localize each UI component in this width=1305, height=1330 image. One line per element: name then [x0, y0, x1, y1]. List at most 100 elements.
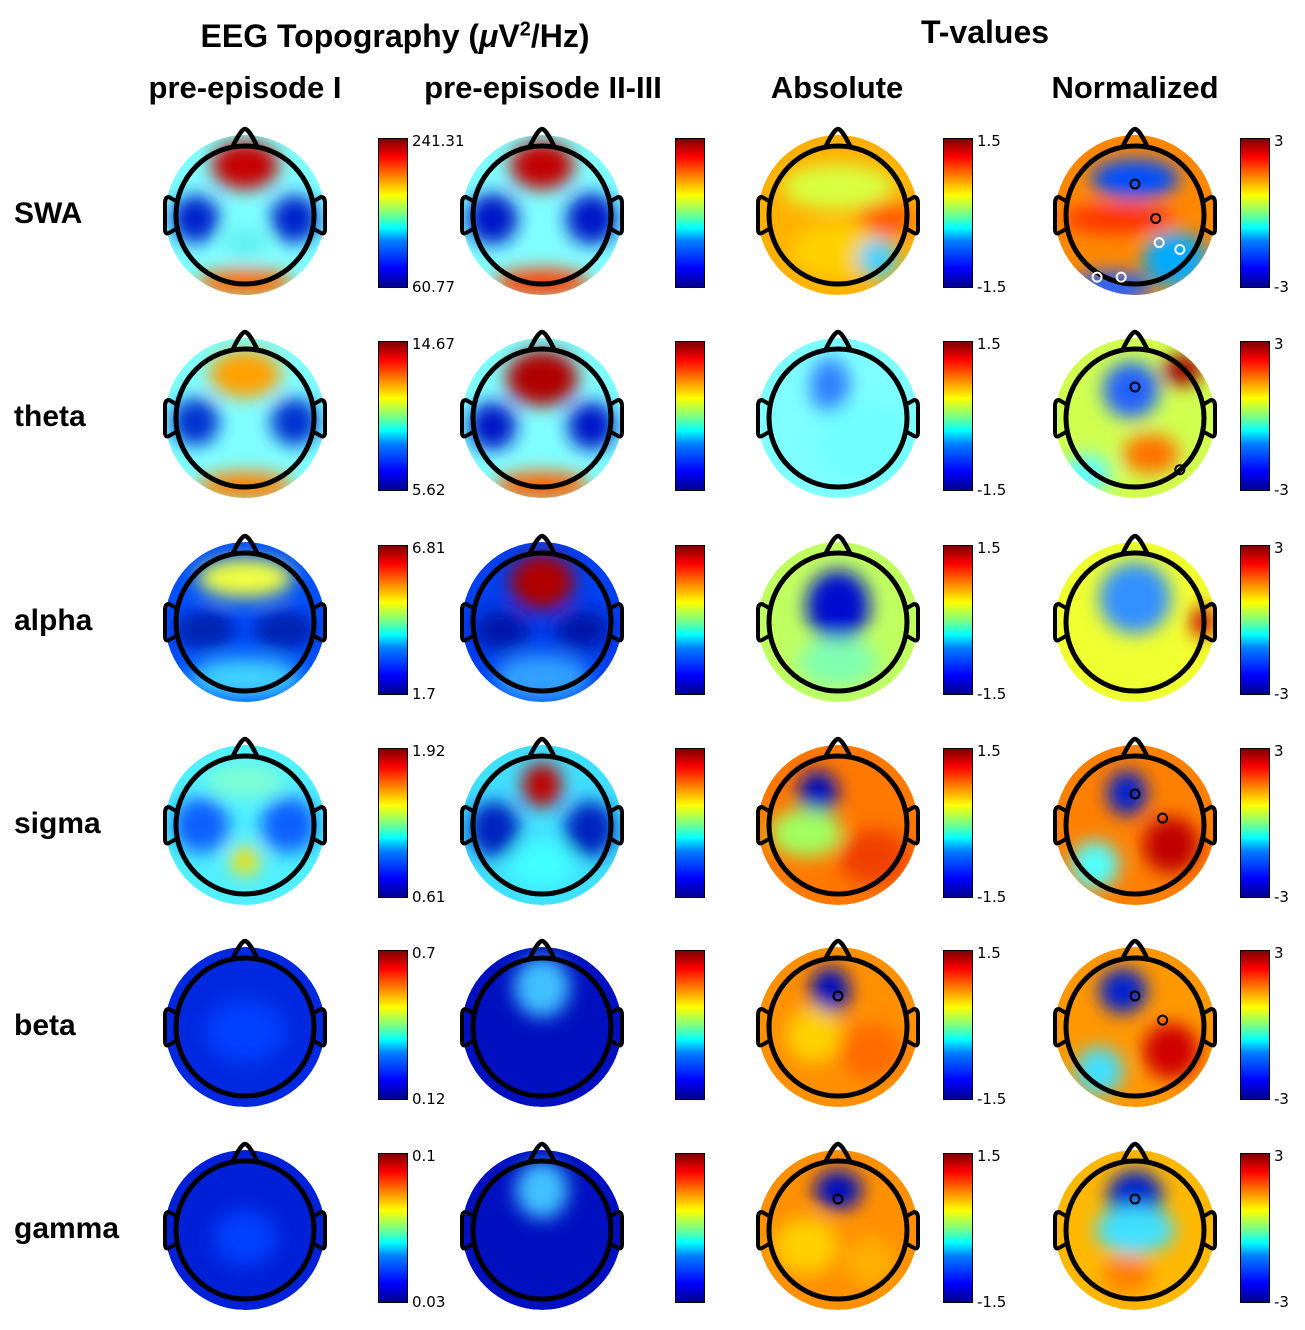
nose-outline	[822, 329, 854, 352]
colorbar-min-label: -3	[1274, 1293, 1289, 1311]
topomap-r1-c1	[460, 329, 624, 498]
left-ear-outline	[163, 601, 177, 643]
nose-outline	[822, 533, 854, 556]
right-ear-outline	[906, 1006, 920, 1048]
colorbar-max-label: 241.31	[412, 132, 465, 150]
topomap-blob	[1107, 770, 1147, 816]
topomap-blob	[253, 610, 317, 650]
topomap-r0-c2	[756, 126, 920, 295]
row-label-5: gamma	[14, 1212, 120, 1245]
colorbar-min-label: -1.5	[977, 685, 1007, 703]
column-header-pre-episode-1: pre-episode I	[148, 70, 342, 105]
right-ear-outline	[1203, 804, 1217, 846]
right-ear-outline	[610, 194, 624, 236]
nose-outline	[526, 126, 558, 149]
right-ear-outline	[906, 397, 920, 439]
topomap-background	[165, 338, 325, 498]
colorbar-r0-c0	[378, 138, 408, 288]
colorbar-r3-c2	[943, 748, 973, 898]
topomap-blob	[510, 554, 574, 610]
colorbar-min-label: -1.5	[977, 888, 1007, 906]
right-ear-outline	[1203, 1209, 1217, 1251]
head-outline	[766, 550, 910, 694]
right-ear-outline	[610, 397, 624, 439]
topomap-blob	[209, 350, 281, 398]
topomap-blob	[1143, 817, 1199, 873]
colorbar-r4-c2	[943, 950, 973, 1100]
topomap-blob	[468, 801, 520, 857]
colorbar-max-label: 3	[1274, 335, 1284, 353]
head-outline	[470, 1158, 614, 1302]
topomap-r1-c3	[1053, 329, 1217, 498]
topomap-background	[462, 947, 622, 1107]
topomap-r0-c3	[1053, 126, 1217, 295]
topomap-blob	[494, 654, 590, 702]
nose-outline	[822, 736, 854, 759]
colorbar-min-label: -1.5	[977, 1293, 1007, 1311]
topomap-blob	[171, 195, 220, 243]
nose-outline	[526, 938, 558, 961]
colorbar-min-label: -1.5	[977, 1090, 1007, 1108]
row-label-4: beta	[14, 1009, 76, 1042]
topomap-blob	[774, 1218, 838, 1274]
topomap-blob	[786, 1007, 842, 1063]
topomap-blob	[468, 402, 517, 450]
topomap-background	[165, 745, 325, 905]
right-ear-outline	[610, 1209, 624, 1251]
head-outline	[470, 753, 614, 897]
head-outline	[1063, 1158, 1207, 1302]
topomap-blob	[810, 967, 850, 1015]
topomap-blob	[510, 141, 574, 190]
colorbar-min-label: 0.61	[412, 888, 446, 906]
nose-outline	[822, 126, 854, 149]
colorbar-r1-c1	[675, 341, 705, 491]
topomap-r2-c0	[163, 533, 327, 702]
right-ear-outline	[906, 804, 920, 846]
row-label-2: alpha	[14, 604, 93, 637]
head-outline	[470, 143, 614, 287]
left-ear-outline	[460, 601, 474, 643]
right-ear-outline	[313, 397, 327, 439]
left-ear-outline	[163, 1209, 177, 1251]
topomap-r4-c3	[1053, 938, 1217, 1107]
left-ear-outline	[460, 804, 474, 846]
topomap-blob	[213, 1210, 277, 1266]
right-ear-outline	[313, 804, 327, 846]
significant-electrode-marker	[1157, 812, 1169, 824]
topomap-r2-c1	[460, 533, 624, 702]
topomap-background	[165, 135, 325, 295]
colorbar-r0-c3	[1240, 138, 1270, 288]
column-header-absolute: Absolute	[770, 70, 904, 105]
left-ear-outline	[1053, 1006, 1067, 1048]
topomap-blob	[211, 141, 279, 190]
colorbar-min-label: -1.5	[977, 278, 1007, 296]
right-ear-outline	[906, 194, 920, 236]
topomap-blob	[564, 801, 616, 857]
right-ear-outline	[906, 601, 920, 643]
topomap-r5-c0	[163, 1141, 327, 1310]
colorbar-r0-c1	[675, 138, 705, 288]
topomap-blob	[510, 841, 574, 889]
topomap-blob	[1099, 562, 1171, 634]
colorbar-r5-c1	[675, 1153, 705, 1303]
left-ear-outline	[1053, 194, 1067, 236]
topomap-blob	[173, 610, 237, 650]
nose-outline	[1119, 533, 1151, 556]
topomap-blob	[567, 402, 616, 450]
topomap-blob	[1063, 204, 1175, 234]
nose-outline	[1119, 1141, 1151, 1164]
topomap-r5-c1	[460, 1141, 624, 1310]
topomap-blob	[1095, 1206, 1175, 1254]
colorbar-r0-c2	[943, 138, 973, 288]
nose-outline	[526, 1141, 558, 1164]
left-ear-outline	[460, 1006, 474, 1048]
nose-outline	[1119, 938, 1151, 961]
eeg-topography-title: EEG Topography (μV2/Hz)	[200, 18, 590, 54]
topomap-blob	[566, 193, 618, 245]
significant-electrode-marker	[1157, 1014, 1169, 1026]
colorbar-max-label: 3	[1274, 742, 1284, 760]
head-outline	[470, 955, 614, 1099]
colorbar-r3-c1	[675, 748, 705, 898]
nose-outline	[822, 938, 854, 961]
topomap-blob	[474, 610, 530, 650]
